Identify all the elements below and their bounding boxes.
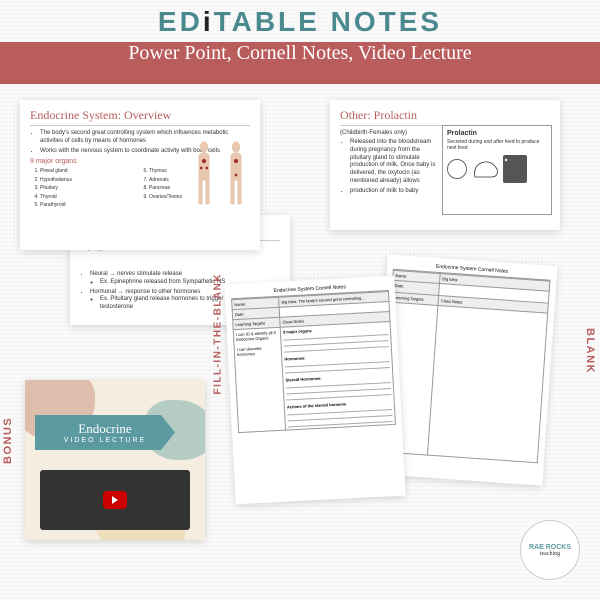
breast-icon	[447, 159, 467, 179]
bullet: Released into the bloodstream during pre…	[350, 139, 440, 186]
head-icon	[471, 159, 499, 179]
play-icon[interactable]	[103, 491, 127, 509]
worksheet-fill: Endocrine System Cornell Notes Name:Big …	[224, 276, 405, 505]
video-thumbnail[interactable]	[40, 470, 190, 530]
header-band: EDiTABLE NOTES Power Point, Cornell Note…	[0, 0, 600, 84]
body-diagram	[190, 130, 250, 220]
slide-overview: Endocrine System: Overview The body's se…	[20, 100, 260, 250]
slide-title: Other: Prolactin	[340, 108, 550, 126]
label-blank: BLANK	[584, 328, 596, 374]
label-fill: FILL-IN-THE-BLANK	[213, 273, 224, 395]
slide-prolactin: Other: Prolactin (Childbirth-Females onl…	[330, 100, 560, 230]
info-box: ▶	[503, 155, 527, 183]
bullet: production of milk to baby	[350, 188, 440, 196]
prolactin-diagram: Prolactin Secreted during and after feed…	[442, 125, 552, 215]
slide-title: Endocrine System: Overview	[30, 108, 250, 126]
brand-logo: RAE ROCKS teaching	[520, 520, 580, 580]
arrow-banner: Endocrine VIDEO LECTURE	[35, 415, 175, 450]
label-bonus: BONUS	[2, 417, 14, 464]
main-title: EDiTABLE NOTES	[0, 0, 600, 38]
subtitle: Power Point, Cornell Notes, Video Lectur…	[0, 42, 600, 65]
video-lecture-card: Endocrine VIDEO LECTURE	[25, 380, 205, 540]
